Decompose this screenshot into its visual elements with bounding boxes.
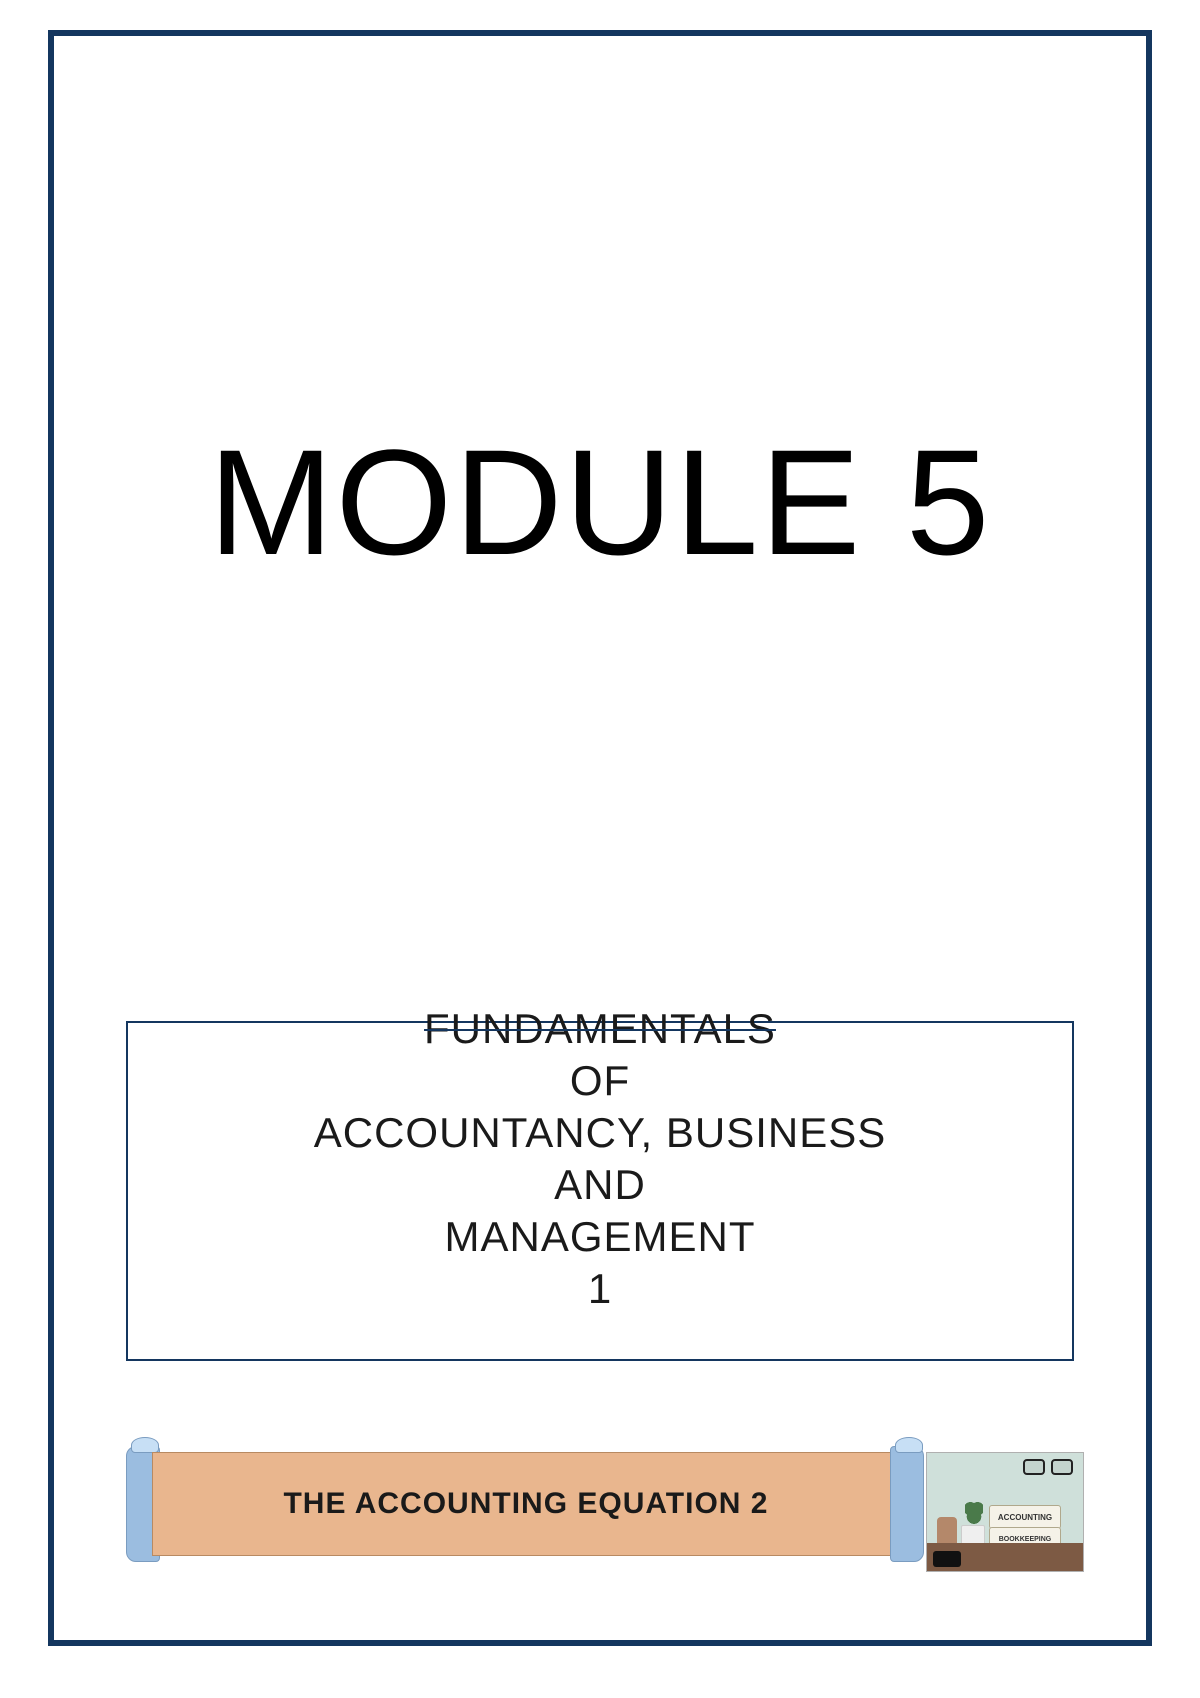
scroll-right-icon	[890, 1446, 924, 1562]
subtitle-line-1: FUNDAMENTALS	[424, 1003, 776, 1055]
subtitle-box: FUNDAMENTALS OF ACCOUNTANCY, BUSINESS AN…	[126, 1021, 1074, 1361]
subtitle-line-5: MANAGEMENT	[444, 1211, 755, 1263]
phone-icon	[933, 1551, 961, 1567]
glasses-icon	[1023, 1459, 1073, 1473]
accounting-photo: ACCOUNTING BOOKKEEPING	[926, 1452, 1084, 1572]
plant-icon	[965, 1501, 983, 1527]
subtitle-line-6: 1	[588, 1263, 612, 1315]
banner: THE ACCOUNTING EQUATION 2 ACCOUNTING BOO…	[126, 1446, 1086, 1576]
banner-body: THE ACCOUNTING EQUATION 2	[152, 1452, 900, 1556]
subtitle-line-3: ACCOUNTANCY, BUSINESS	[314, 1107, 887, 1159]
subtitle-line-2: OF	[570, 1055, 630, 1107]
banner-text: THE ACCOUNTING EQUATION 2	[283, 1487, 768, 1521]
subtitle-line-4: AND	[554, 1159, 646, 1211]
page-frame: MODULE 5 FUNDAMENTALS OF ACCOUNTANCY, BU…	[48, 30, 1152, 1646]
module-title: MODULE 5	[54, 416, 1146, 589]
binder-top: ACCOUNTING	[989, 1505, 1061, 1529]
